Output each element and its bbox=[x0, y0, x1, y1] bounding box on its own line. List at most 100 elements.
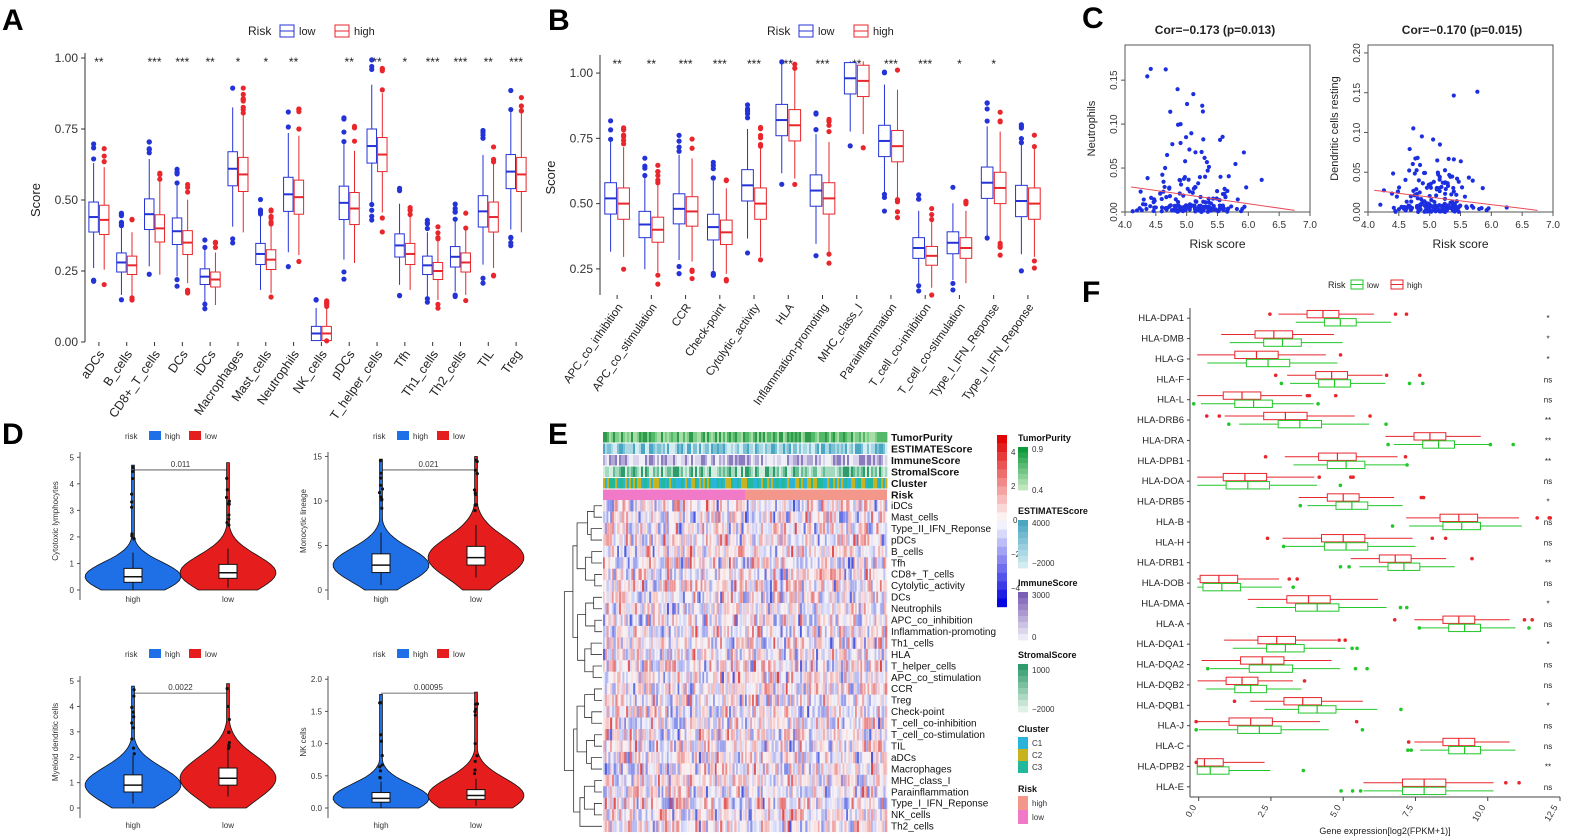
annotation-cell bbox=[699, 466, 702, 477]
scatter-point bbox=[1183, 203, 1189, 208]
heatmap-cell bbox=[846, 625, 849, 638]
heatmap-cell bbox=[656, 683, 659, 695]
heatmap-cell bbox=[840, 568, 843, 581]
outlier-point bbox=[129, 295, 135, 301]
heatmap-cell bbox=[787, 511, 790, 523]
heatmap-cell bbox=[626, 706, 629, 718]
heatmap-cell bbox=[851, 591, 854, 604]
heatmap-cell bbox=[604, 580, 607, 592]
heatmap-cell bbox=[741, 522, 744, 535]
heatmap-cell bbox=[883, 648, 886, 661]
heatmap-cell bbox=[611, 694, 614, 707]
annotation-cell bbox=[817, 443, 820, 454]
heatmap-cell bbox=[792, 591, 795, 604]
heatmap-cell bbox=[691, 545, 694, 558]
annotation-cell bbox=[781, 466, 784, 477]
heatmap-cell bbox=[835, 580, 838, 592]
heatmap-cell bbox=[681, 637, 684, 649]
heatmap-cell bbox=[695, 694, 698, 707]
heatmap-cell bbox=[643, 671, 646, 684]
heatmap-cell bbox=[798, 534, 801, 546]
annotation-cell bbox=[731, 478, 734, 489]
heatmap-cell bbox=[672, 568, 675, 581]
annotation-cell bbox=[687, 466, 690, 477]
heatmap-cell bbox=[778, 591, 781, 604]
heatmap-cell bbox=[826, 500, 829, 512]
heatmap-cell bbox=[720, 694, 723, 707]
heatmap-cell bbox=[830, 545, 833, 558]
heatmap-cell bbox=[702, 683, 705, 695]
heatmap-cell bbox=[613, 534, 616, 546]
heatmap-cell bbox=[723, 683, 726, 695]
heatmap-cell bbox=[620, 500, 623, 512]
heatmap-cell bbox=[741, 648, 744, 661]
heatmap-cell bbox=[851, 500, 854, 512]
heatmap-cell bbox=[784, 637, 787, 649]
heatmap-cell bbox=[807, 557, 810, 569]
heatmap-cell bbox=[879, 545, 882, 558]
heatmap-cell bbox=[681, 683, 684, 695]
heatmap-cell bbox=[661, 648, 664, 661]
heatmap-cell bbox=[750, 511, 753, 523]
heatmap-cell bbox=[794, 671, 797, 684]
heatmap-cell bbox=[647, 625, 650, 638]
row-label: DCs bbox=[891, 593, 910, 604]
heatmap-cell bbox=[659, 511, 662, 523]
annotation-cell bbox=[777, 432, 780, 443]
heatmap-cell bbox=[881, 637, 884, 649]
annotation-cell bbox=[791, 432, 794, 443]
annotation-cell bbox=[693, 478, 696, 489]
heatmap-cell bbox=[878, 511, 881, 523]
heatmap-cell bbox=[734, 511, 737, 523]
annotation-cell bbox=[721, 455, 724, 466]
heatmap-cell bbox=[826, 591, 829, 604]
heatmap-cell bbox=[876, 580, 879, 592]
heatmap-cell bbox=[879, 671, 882, 684]
heatmap-cell bbox=[631, 625, 634, 638]
heatmap-cell bbox=[801, 625, 804, 638]
heatmap-cell bbox=[881, 591, 884, 604]
heatmap-cell bbox=[626, 591, 629, 604]
heatmap-cell bbox=[863, 545, 866, 558]
heatmap-cell bbox=[821, 603, 824, 615]
heatmap-cell bbox=[743, 557, 746, 569]
heatmap-cell bbox=[842, 694, 845, 707]
y-axis-title: Score bbox=[543, 161, 558, 195]
outlier-point bbox=[174, 180, 180, 186]
heatmap-cell bbox=[670, 534, 673, 546]
heatmap-cell bbox=[670, 683, 673, 695]
scatter-point bbox=[1429, 197, 1434, 203]
heatmap-cell bbox=[640, 591, 643, 604]
heatmap-cell bbox=[816, 614, 819, 626]
heatmap-cell bbox=[668, 648, 671, 661]
heatmap-cell bbox=[840, 625, 843, 638]
heatmap-cell bbox=[631, 557, 634, 569]
heatmap-cell bbox=[821, 568, 824, 581]
significance-mark: ** bbox=[784, 57, 794, 71]
heatmap-cell bbox=[718, 614, 721, 626]
heatmap-cell bbox=[780, 500, 783, 512]
heatmap-cell bbox=[675, 568, 678, 581]
outlier-point bbox=[1018, 125, 1024, 131]
heatmap-cell bbox=[606, 660, 609, 672]
heatmap-cell bbox=[739, 648, 742, 661]
heatmap-cell bbox=[833, 545, 836, 558]
annotation-cell bbox=[817, 478, 820, 489]
annotation-cell bbox=[633, 466, 636, 477]
scatter-point bbox=[1424, 204, 1429, 210]
annotation-cell bbox=[837, 478, 840, 489]
annotation-cell bbox=[721, 432, 724, 443]
heatmap-cell bbox=[800, 660, 803, 672]
annotation-cell bbox=[791, 466, 794, 477]
heatmap-cell bbox=[831, 671, 835, 684]
heatmap-cell bbox=[826, 545, 829, 558]
annotation-cell bbox=[885, 443, 888, 454]
outlier-point bbox=[101, 146, 107, 152]
significance-mark: *** bbox=[679, 57, 693, 71]
heatmap-cell bbox=[760, 580, 764, 592]
heatmap-cell bbox=[642, 603, 645, 615]
heatmap-cell bbox=[817, 500, 820, 512]
heatmap-cell bbox=[627, 500, 630, 512]
annotation-cell bbox=[861, 443, 864, 454]
annotation-cell bbox=[723, 432, 726, 443]
